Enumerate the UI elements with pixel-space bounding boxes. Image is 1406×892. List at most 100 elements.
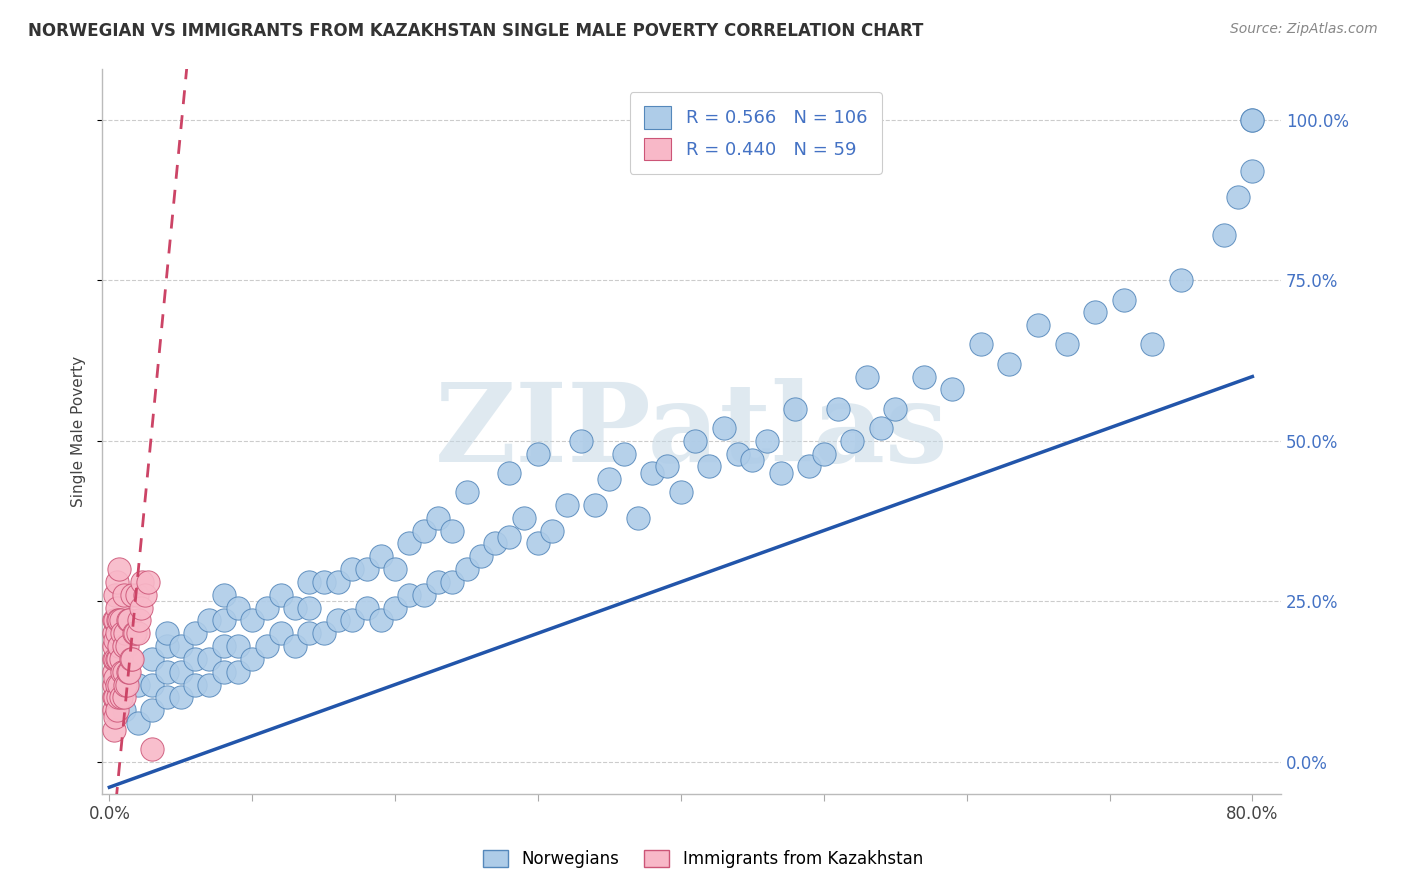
Point — [104, 632, 127, 647]
Point — [1084, 305, 1107, 319]
Point — [498, 530, 520, 544]
Point — [1026, 318, 1049, 333]
Point — [105, 626, 128, 640]
Text: NORWEGIAN VS IMMIGRANTS FROM KAZAKHSTAN SINGLE MALE POVERTY CORRELATION CHART: NORWEGIAN VS IMMIGRANTS FROM KAZAKHSTAN … — [28, 22, 924, 40]
Point — [184, 677, 207, 691]
Point — [370, 614, 392, 628]
Point — [107, 652, 129, 666]
Point — [170, 690, 193, 705]
Point — [184, 626, 207, 640]
Point — [124, 626, 146, 640]
Point — [484, 536, 506, 550]
Y-axis label: Single Male Poverty: Single Male Poverty — [72, 356, 86, 507]
Point — [108, 614, 131, 628]
Point — [198, 677, 221, 691]
Point — [785, 401, 807, 416]
Point — [741, 453, 763, 467]
Point — [527, 446, 550, 460]
Point — [755, 434, 778, 448]
Point — [111, 626, 134, 640]
Point — [127, 626, 149, 640]
Point — [108, 677, 131, 691]
Point — [941, 383, 963, 397]
Point — [127, 716, 149, 731]
Point — [1056, 337, 1078, 351]
Point — [122, 626, 145, 640]
Point — [326, 574, 349, 589]
Point — [669, 485, 692, 500]
Point — [226, 665, 249, 679]
Point — [240, 652, 263, 666]
Point — [370, 549, 392, 564]
Point — [184, 652, 207, 666]
Point — [212, 614, 235, 628]
Point — [108, 562, 131, 576]
Point — [342, 614, 364, 628]
Point — [170, 665, 193, 679]
Point — [128, 614, 150, 628]
Point — [141, 677, 163, 691]
Point — [155, 690, 177, 705]
Point — [104, 690, 127, 705]
Point — [107, 614, 129, 628]
Point — [256, 600, 278, 615]
Point — [855, 369, 877, 384]
Point — [103, 652, 125, 666]
Point — [613, 446, 636, 460]
Point — [727, 446, 749, 460]
Point — [141, 652, 163, 666]
Point — [125, 588, 148, 602]
Point — [212, 639, 235, 653]
Point — [129, 600, 152, 615]
Point — [1241, 164, 1264, 178]
Point — [598, 472, 620, 486]
Point — [110, 652, 132, 666]
Point — [118, 665, 141, 679]
Point — [298, 626, 321, 640]
Point — [110, 614, 132, 628]
Legend: Norwegians, Immigrants from Kazakhstan: Norwegians, Immigrants from Kazakhstan — [477, 843, 929, 875]
Point — [112, 665, 135, 679]
Point — [104, 709, 127, 723]
Point — [270, 588, 292, 602]
Point — [198, 614, 221, 628]
Point — [103, 690, 125, 705]
Point — [105, 574, 128, 589]
Point — [226, 639, 249, 653]
Point — [170, 639, 193, 653]
Point — [103, 639, 125, 653]
Point — [105, 677, 128, 691]
Point — [104, 652, 127, 666]
Point — [384, 562, 406, 576]
Point — [155, 639, 177, 653]
Point — [284, 639, 307, 653]
Point — [683, 434, 706, 448]
Point — [713, 421, 735, 435]
Point — [312, 626, 335, 640]
Point — [541, 524, 564, 538]
Point — [456, 485, 478, 500]
Point — [256, 639, 278, 653]
Point — [112, 588, 135, 602]
Point — [136, 574, 159, 589]
Point — [127, 677, 149, 691]
Point — [117, 614, 139, 628]
Point — [870, 421, 893, 435]
Point — [441, 574, 464, 589]
Point — [114, 677, 136, 691]
Point — [298, 574, 321, 589]
Point — [131, 574, 153, 589]
Point — [884, 401, 907, 416]
Point — [769, 466, 792, 480]
Point — [155, 626, 177, 640]
Point — [1212, 228, 1234, 243]
Point — [813, 446, 835, 460]
Point — [103, 665, 125, 679]
Point — [112, 639, 135, 653]
Point — [799, 459, 821, 474]
Point — [141, 741, 163, 756]
Point — [569, 434, 592, 448]
Point — [456, 562, 478, 576]
Point — [655, 459, 678, 474]
Point — [107, 690, 129, 705]
